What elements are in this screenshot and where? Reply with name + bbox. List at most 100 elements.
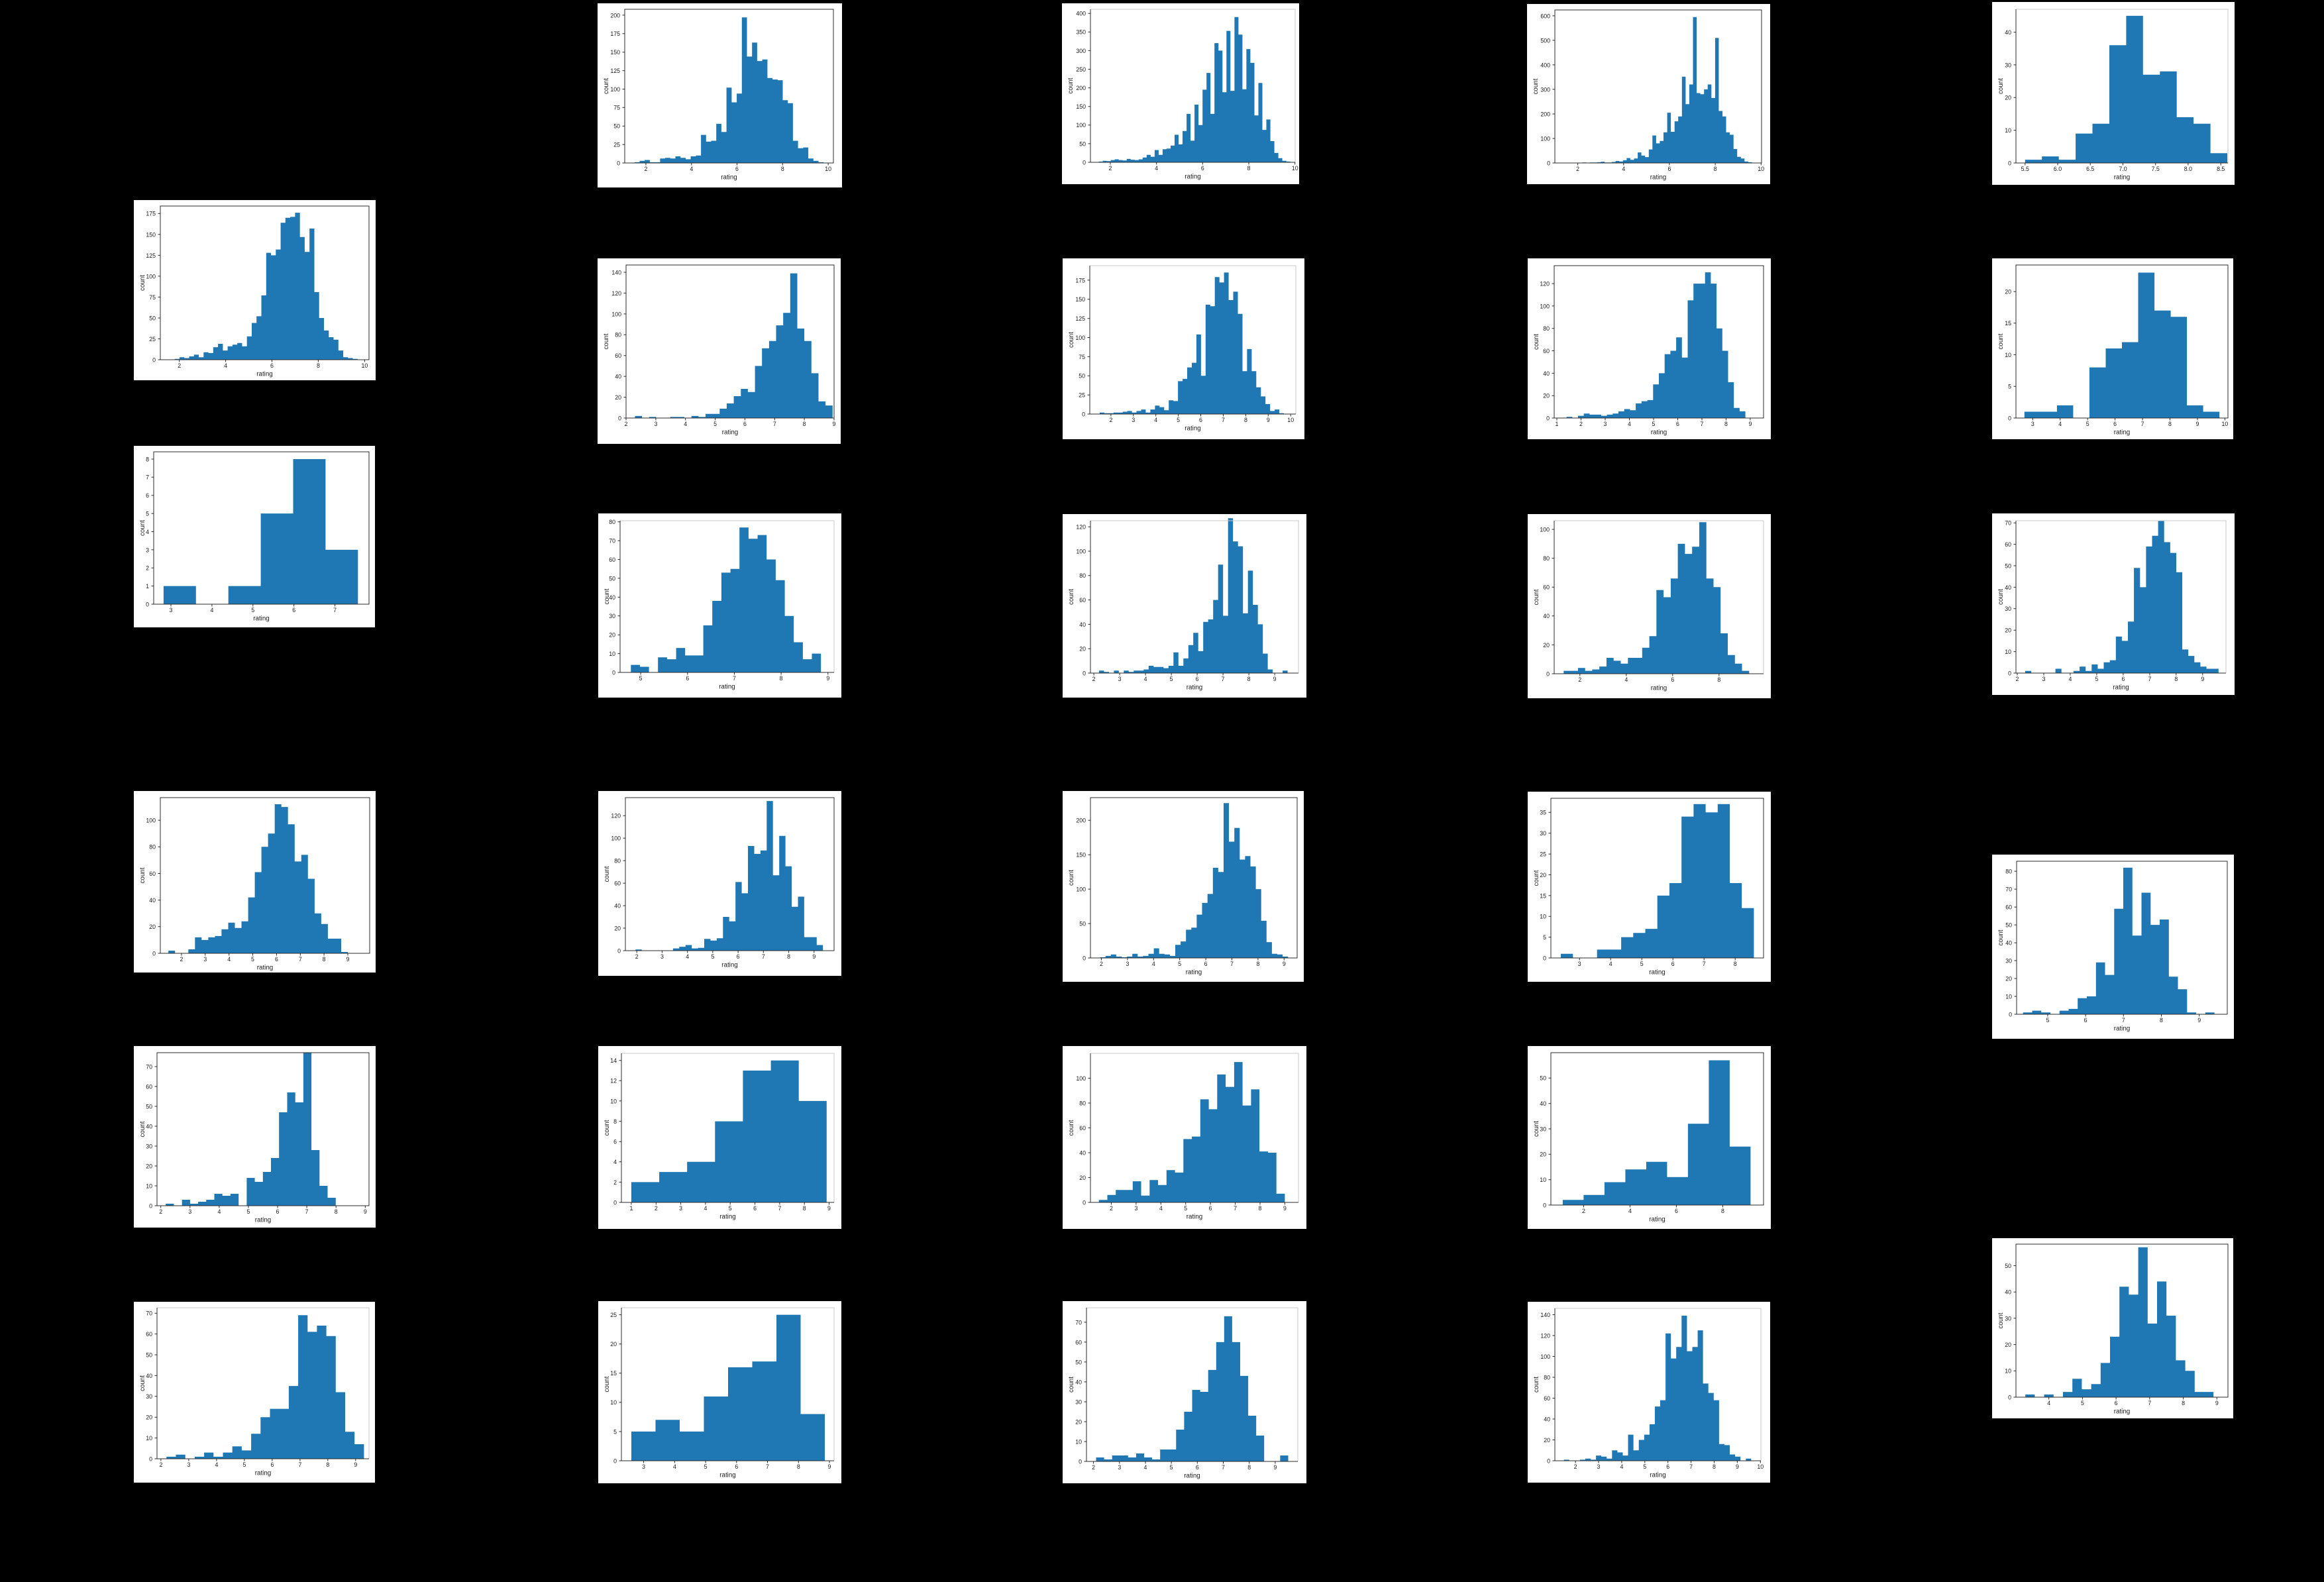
svg-text:50: 50 (2005, 562, 2011, 569)
svg-text:2: 2 (1582, 1208, 1585, 1214)
svg-text:400: 400 (1540, 62, 1550, 68)
svg-text:count: count (1068, 1377, 1075, 1393)
svg-text:4: 4 (1620, 1463, 1623, 1470)
svg-text:40: 40 (1075, 1379, 1082, 1385)
svg-text:10: 10 (610, 1399, 617, 1406)
svg-text:20: 20 (149, 923, 156, 930)
svg-text:2: 2 (180, 956, 183, 963)
svg-text:60: 60 (1544, 1395, 1550, 1402)
svg-text:50: 50 (1079, 921, 1086, 927)
svg-text:150: 150 (1075, 296, 1085, 303)
svg-text:7: 7 (1689, 1463, 1693, 1470)
svg-text:5: 5 (1170, 676, 1173, 682)
svg-text:30: 30 (146, 1393, 152, 1400)
svg-text:5: 5 (251, 607, 254, 613)
svg-text:8: 8 (1721, 1208, 1724, 1214)
svg-text:200: 200 (1076, 817, 1086, 824)
svg-text:6: 6 (743, 421, 747, 427)
svg-text:100: 100 (611, 311, 621, 317)
svg-text:0: 0 (152, 356, 156, 363)
svg-text:20: 20 (1079, 646, 1086, 653)
svg-text:75: 75 (1079, 354, 1085, 360)
svg-text:40: 40 (1079, 621, 1086, 628)
svg-text:500: 500 (1540, 37, 1550, 44)
svg-text:5: 5 (613, 1428, 617, 1435)
svg-text:80: 80 (149, 844, 156, 851)
svg-text:count: count (604, 1120, 611, 1135)
svg-text:20: 20 (1543, 642, 1550, 649)
svg-text:8: 8 (1713, 1463, 1716, 1470)
svg-text:30: 30 (146, 1143, 152, 1149)
svg-text:150: 150 (610, 49, 620, 56)
svg-text:6: 6 (686, 675, 689, 682)
svg-text:4: 4 (1628, 1208, 1632, 1214)
svg-text:10: 10 (1540, 1177, 1546, 1183)
svg-text:6: 6 (275, 956, 278, 963)
svg-text:0: 0 (152, 950, 156, 957)
svg-text:10: 10 (825, 166, 831, 172)
svg-text:7: 7 (733, 675, 736, 682)
svg-text:4: 4 (1144, 676, 1147, 682)
svg-text:2: 2 (159, 1461, 162, 1468)
svg-text:2: 2 (1110, 1205, 1113, 1212)
svg-text:8: 8 (787, 953, 790, 960)
svg-text:60: 60 (1079, 1125, 1086, 1132)
svg-text:count: count (604, 866, 611, 882)
svg-text:7: 7 (1222, 417, 1225, 423)
svg-text:1: 1 (1556, 421, 1559, 427)
svg-text:6: 6 (146, 492, 149, 499)
svg-text:count: count (1997, 1312, 2005, 1328)
svg-text:9: 9 (1283, 1205, 1287, 1212)
svg-text:4: 4 (1622, 166, 1625, 172)
svg-text:125: 125 (1075, 315, 1085, 322)
svg-text:3: 3 (187, 1461, 190, 1468)
svg-text:rating: rating (2113, 684, 2129, 692)
svg-text:4: 4 (1624, 676, 1628, 683)
svg-text:600: 600 (1540, 13, 1550, 19)
svg-text:3: 3 (1134, 1205, 1137, 1212)
svg-text:14: 14 (610, 1057, 617, 1064)
svg-text:count: count (604, 1376, 611, 1392)
svg-text:count: count (139, 1121, 146, 1137)
svg-text:20: 20 (2005, 975, 2012, 982)
svg-text:0: 0 (149, 1455, 152, 1462)
svg-text:5: 5 (247, 1208, 250, 1215)
svg-text:10: 10 (1075, 1438, 1082, 1445)
svg-text:25: 25 (613, 142, 620, 148)
svg-text:50: 50 (613, 123, 620, 130)
svg-text:30: 30 (2005, 62, 2011, 68)
svg-text:4: 4 (1628, 421, 1631, 427)
svg-text:20: 20 (146, 1163, 152, 1169)
svg-text:2: 2 (1109, 165, 1112, 172)
svg-text:2: 2 (2016, 676, 2019, 682)
svg-text:4: 4 (217, 1208, 221, 1215)
svg-text:150: 150 (1076, 103, 1086, 110)
svg-text:rating: rating (1186, 969, 1202, 976)
svg-text:5: 5 (729, 1205, 732, 1212)
svg-text:80: 80 (1079, 1100, 1086, 1106)
svg-text:70: 70 (146, 1310, 152, 1317)
svg-text:rating: rating (721, 174, 737, 182)
svg-text:150: 150 (146, 231, 156, 238)
svg-text:25: 25 (1540, 851, 1546, 858)
svg-text:7: 7 (1701, 421, 1704, 427)
svg-text:count: count (1997, 78, 2005, 94)
svg-text:7: 7 (762, 953, 765, 960)
svg-text:20: 20 (2005, 627, 2011, 634)
svg-text:5: 5 (1640, 961, 1644, 967)
svg-text:140: 140 (1540, 1312, 1550, 1318)
svg-text:7: 7 (2148, 1400, 2151, 1406)
svg-text:8.5: 8.5 (2217, 166, 2225, 172)
svg-text:40: 40 (2005, 29, 2011, 36)
svg-text:count: count (1068, 589, 1075, 605)
svg-text:3: 3 (1118, 676, 1122, 682)
svg-text:6.0: 6.0 (2054, 166, 2062, 172)
svg-text:10: 10 (610, 1098, 617, 1104)
svg-text:40: 40 (1543, 613, 1550, 619)
svg-text:100: 100 (610, 86, 620, 93)
svg-text:100: 100 (1076, 886, 1086, 893)
svg-text:6: 6 (2115, 1400, 2118, 1406)
svg-text:3: 3 (2042, 676, 2046, 682)
svg-text:6: 6 (2121, 676, 2125, 682)
svg-text:count: count (139, 275, 146, 291)
